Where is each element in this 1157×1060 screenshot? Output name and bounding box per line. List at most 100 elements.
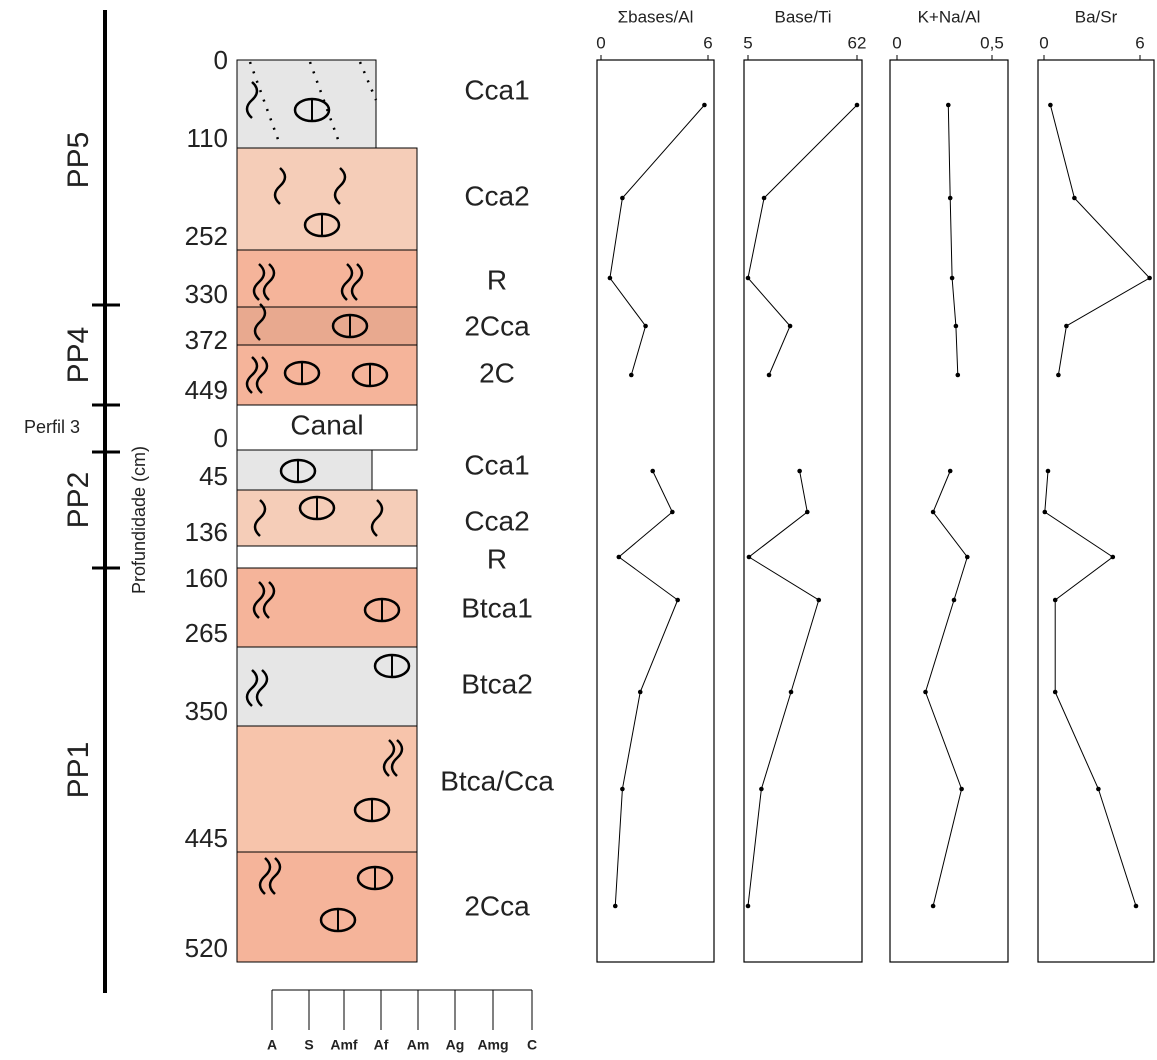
section-label: PP4	[62, 327, 95, 384]
horizon-label: Canal	[290, 409, 363, 440]
depth-label: 0	[214, 423, 228, 453]
texture-scale-label: C	[527, 1037, 537, 1053]
texture-scale-label: A	[267, 1037, 277, 1053]
chart-frame	[744, 60, 862, 962]
depth-label: 372	[185, 325, 228, 355]
data-point	[746, 904, 751, 909]
horizon-label: Cca2	[464, 505, 529, 536]
profile-line	[615, 471, 677, 906]
depth-label: 0	[214, 45, 228, 75]
chart-title: Ba/Sr	[1075, 7, 1118, 26]
horizon-label: 2Cca	[464, 890, 530, 921]
horizon-layer	[237, 852, 417, 962]
texture-scale-label: S	[304, 1037, 313, 1053]
data-point	[1043, 510, 1048, 515]
figure: PP5 PP4 PP2 PP1 Perfil 3 Profundidade (c…	[0, 0, 1157, 1055]
data-point	[1096, 787, 1101, 792]
depth-label: 45	[199, 461, 228, 491]
x-tick-label: 5	[743, 33, 752, 52]
data-point	[948, 196, 953, 201]
profile-line	[748, 105, 857, 375]
horizon-layer	[237, 250, 417, 307]
x-tick-label: 0,5	[980, 33, 1004, 52]
horizon-layer	[237, 726, 417, 852]
data-point	[747, 555, 752, 560]
texture-scale-label: Am	[407, 1037, 430, 1053]
depth-label: 445	[185, 823, 228, 853]
data-point	[670, 510, 675, 515]
data-point	[959, 787, 964, 792]
profile-line	[1045, 471, 1136, 906]
data-point	[1147, 276, 1152, 281]
horizon-layer	[237, 546, 417, 568]
texture-scale-label: Af	[374, 1037, 389, 1053]
data-point	[762, 196, 767, 201]
horizon-label: R	[487, 264, 507, 295]
chart-title: Base/Ti	[774, 7, 831, 26]
data-point	[638, 690, 643, 695]
data-point	[1064, 324, 1069, 329]
data-point	[1048, 103, 1053, 108]
chart-frame	[1038, 60, 1154, 962]
profile-line	[610, 105, 705, 375]
chart-frame	[890, 60, 1008, 962]
data-point	[650, 469, 655, 474]
depth-label: 330	[185, 279, 228, 309]
x-tick-label: 0	[596, 33, 605, 52]
data-point	[1046, 469, 1051, 474]
horizon-label: Cca1	[464, 74, 529, 105]
section-label: PP1	[62, 742, 95, 799]
horizon-label: Btca/Cca	[440, 765, 554, 796]
horizon-label: Cca2	[464, 180, 529, 211]
data-point	[620, 196, 625, 201]
depth-label: 265	[185, 618, 228, 648]
x-tick-label: 62	[848, 33, 867, 52]
data-point	[608, 276, 613, 281]
profile-line	[948, 105, 958, 375]
chart-title: Σbases/Al	[618, 7, 694, 26]
horizon-label: 2C	[479, 357, 515, 388]
data-point	[931, 510, 936, 515]
data-point	[1053, 598, 1058, 603]
data-point	[805, 510, 810, 515]
data-point	[965, 555, 970, 560]
chart-title: K+Na/Al	[918, 7, 981, 26]
depth-label: 449	[185, 375, 228, 405]
data-point	[702, 103, 707, 108]
horizon-label: R	[487, 543, 507, 574]
profile-line	[926, 471, 968, 906]
data-point	[946, 103, 951, 108]
data-point	[620, 787, 625, 792]
data-point	[1111, 555, 1116, 560]
depth-label: 110	[187, 123, 228, 153]
texture-scale-label: Amf	[330, 1037, 358, 1053]
depth-label: 520	[185, 933, 228, 963]
x-tick-label: 6	[1135, 33, 1144, 52]
data-point	[788, 324, 793, 329]
horizon-label: Cca1	[464, 449, 529, 480]
depth-axis-label: Profundidade (cm)	[129, 446, 149, 594]
data-point	[1053, 690, 1058, 695]
horizon-layer	[237, 60, 376, 148]
data-point	[855, 103, 860, 108]
chart-frame	[597, 60, 714, 962]
depth-label: 136	[185, 517, 228, 547]
data-point	[931, 904, 936, 909]
data-point	[617, 555, 622, 560]
data-point	[643, 324, 648, 329]
horizon-layer	[237, 450, 372, 490]
profile-line	[748, 471, 819, 906]
horizon-label: Btca2	[461, 668, 533, 699]
data-point	[1072, 196, 1077, 201]
section-label: PP2	[62, 472, 95, 529]
data-point	[629, 373, 634, 378]
horizon-label: Btca1	[461, 592, 533, 623]
data-point	[956, 373, 961, 378]
x-tick-label: 0	[892, 33, 901, 52]
data-point	[767, 373, 772, 378]
data-point	[952, 598, 957, 603]
data-point	[613, 904, 618, 909]
data-point	[759, 787, 764, 792]
data-point	[816, 598, 821, 603]
profile-label: Perfil 3	[24, 417, 80, 437]
